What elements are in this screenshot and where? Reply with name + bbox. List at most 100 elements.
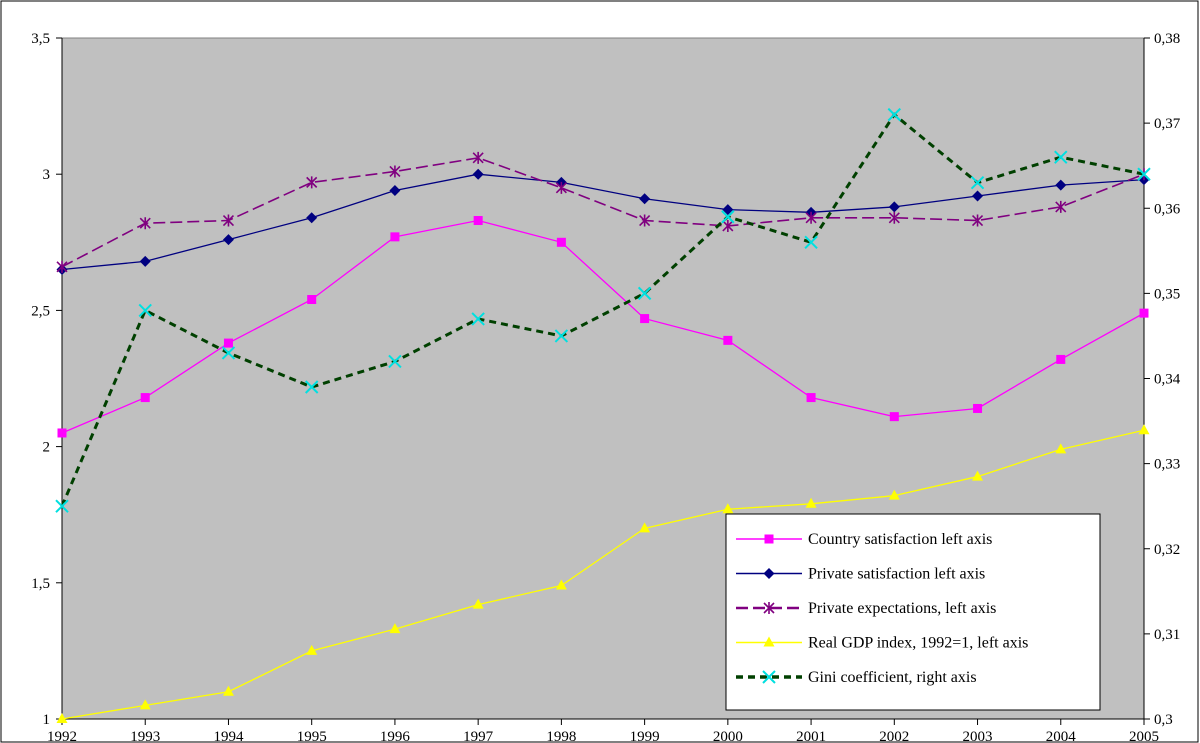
gini-coefficient-right-axis-point — [554, 329, 569, 343]
legend-private-expectations-left-axis-point — [763, 602, 775, 614]
gini-coefficient-right-axis-point — [1137, 167, 1151, 181]
series-gini-coefficient-right-axis — [55, 107, 1151, 513]
country-satisfaction-left-axis-point — [223, 338, 233, 348]
private-expectations-left-axis-point — [888, 211, 900, 224]
right-axis-tick-label: 0,36 — [1154, 201, 1181, 217]
left-axis-tick-label: 2 — [43, 440, 51, 456]
private-expectations-left-axis-point — [389, 165, 401, 178]
legend-label: Gini coefficient, right axis — [808, 669, 977, 686]
private-expectations-left-axis-point — [722, 219, 734, 232]
country-satisfaction-left-axis-point — [806, 393, 816, 403]
legend-item-private-satisfaction-left-axis: Private satisfaction left axis — [736, 566, 985, 583]
country-satisfaction-left-axis-point — [140, 393, 150, 403]
real-gdp-index-1992-1-left-axis-point — [222, 685, 234, 696]
legend-item-country-satisfaction-left-axis: Country satisfaction left axis — [736, 531, 992, 548]
x-axis-tick-label: 1999 — [630, 729, 660, 743]
left-axis-tick-label: 3,5 — [31, 31, 50, 47]
real-gdp-index-1992-1-left-axis-point — [555, 579, 567, 590]
right-axis-tick-label: 0,38 — [1154, 31, 1180, 47]
legend-item-real-gdp-index-1992-1-left-axis: Real GDP index, 1992=1, left axis — [736, 635, 1028, 652]
real-gdp-index-1992-1-left-axis-point — [56, 713, 68, 723]
private-satisfaction-left-axis-point — [1055, 179, 1067, 191]
gini-coefficient-right-axis-point — [637, 286, 652, 301]
right-axis-tick-label: 0,3 — [1154, 712, 1173, 728]
private-expectations-left-axis-line — [61, 157, 1145, 268]
private-expectations-left-axis-point — [639, 214, 651, 227]
legend-real-gdp-index-1992-1-left-axis-point — [763, 636, 775, 647]
real-gdp-index-1992-1-left-axis-point — [639, 522, 651, 533]
x-axis-tick-label: 1993 — [130, 729, 160, 743]
private-expectations-left-axis-point — [555, 181, 567, 194]
x-axis-tick-label: 1995 — [297, 729, 327, 743]
x-axis-tick-label: 1998 — [546, 729, 576, 743]
private-satisfaction-left-axis-point — [389, 185, 401, 197]
legend: Country satisfaction left axis Private sa… — [725, 513, 1101, 711]
private-satisfaction-left-axis-line — [61, 173, 1145, 271]
gini-coefficient-right-axis-point — [970, 176, 985, 190]
series-private-expectations-left-axis — [56, 151, 1150, 273]
left-axis-tick-label: 3 — [43, 167, 51, 183]
gini-coefficient-right-axis-line — [60, 112, 1145, 507]
x-axis-tick-label: 2004 — [1046, 729, 1077, 743]
series-country-satisfaction-left-axis — [57, 216, 1149, 438]
real-gdp-index-1992-1-left-axis-point — [972, 470, 984, 481]
x-axis-tick-label: 2002 — [879, 729, 909, 743]
gini-coefficient-right-axis-point — [804, 235, 818, 250]
private-expectations-left-axis-point — [56, 260, 68, 273]
right-axis-tick-label: 0,32 — [1154, 542, 1180, 558]
x-axis-tick-label: 1992 — [47, 729, 77, 743]
private-expectations-left-axis-point — [971, 214, 984, 227]
x-axis-tick-label: 1996 — [380, 729, 411, 743]
private-expectations-left-axis-point — [139, 217, 151, 230]
legend-label: Private satisfaction left axis — [808, 566, 985, 583]
legend-item-private-expectations-left-axis: Private expectations, left axis — [736, 600, 996, 617]
real-gdp-index-1992-1-left-axis-point — [306, 644, 318, 655]
left-axis-tick-label: 2,5 — [31, 303, 50, 319]
gini-coefficient-right-axis-point — [1054, 150, 1068, 164]
series-layer — [55, 107, 1151, 723]
right-axis-tick-label: 0,37 — [1154, 116, 1181, 132]
legend-country-satisfaction-left-axis-point — [764, 534, 774, 544]
private-satisfaction-left-axis-point — [306, 212, 318, 224]
real-gdp-index-1992-1-left-axis-point — [888, 489, 900, 500]
country-satisfaction-left-axis-point — [473, 216, 483, 226]
legend-gini-coefficient-right-axis-point — [762, 670, 776, 684]
gini-coefficient-right-axis-point — [138, 303, 152, 318]
country-satisfaction-left-axis-point — [723, 335, 733, 345]
legend-label: Real GDP index, 1992=1, left axis — [808, 635, 1028, 652]
private-expectations-left-axis-point — [472, 151, 484, 164]
x-axis-tick-label: 1994 — [213, 729, 244, 743]
x-axis-tick-label: 2005 — [1129, 729, 1159, 743]
left-axis-tick-label: 1,5 — [31, 576, 50, 592]
gini-coefficient-right-axis-point — [887, 107, 902, 122]
private-satisfaction-left-axis-point — [222, 234, 234, 246]
gini-coefficient-right-axis-point — [471, 312, 485, 326]
real-gdp-index-1992-1-left-axis-point — [1055, 443, 1067, 454]
left-axis-tick-label: 1 — [43, 712, 51, 728]
x-axis-tick-label: 2003 — [963, 729, 993, 743]
axes: 1 1,5 2 2,5 3 3,5 0,3 0,31 0,32 0,33 0,34 0,35 0,36 0… — [31, 31, 1181, 743]
country-satisfaction-left-axis-point — [1139, 308, 1149, 318]
gini-coefficient-right-axis-point — [304, 380, 319, 394]
legend-item-gini-coefficient-right-axis: Gini coefficient, right axis — [736, 669, 977, 686]
private-satisfaction-left-axis-point — [472, 168, 484, 180]
private-expectations-left-axis-point — [1055, 200, 1067, 213]
right-axis-tick-label: 0,35 — [1154, 286, 1180, 302]
private-expectations-left-axis-point — [805, 211, 817, 224]
real-gdp-index-1992-1-left-axis-point — [472, 598, 484, 609]
gini-coefficient-right-axis-point — [221, 346, 236, 360]
gini-coefficient-right-axis-point — [721, 210, 735, 224]
private-expectations-left-axis-point — [306, 176, 318, 189]
gini-coefficient-right-axis-point — [55, 499, 69, 513]
country-satisfaction-left-axis-point — [973, 403, 983, 413]
legend-label: Private expectations, left axis — [808, 600, 996, 617]
real-gdp-index-1992-1-left-axis-point — [1138, 424, 1150, 435]
x-axis-tick-label: 1997 — [463, 729, 494, 743]
real-gdp-index-1992-1-left-axis-point — [805, 497, 817, 508]
country-satisfaction-left-axis-point — [640, 314, 650, 324]
private-expectations-left-axis-point — [222, 214, 235, 227]
real-gdp-index-1992-1-left-axis-point — [722, 503, 734, 514]
private-satisfaction-left-axis-point — [972, 190, 984, 202]
country-satisfaction-left-axis-point — [556, 237, 566, 247]
